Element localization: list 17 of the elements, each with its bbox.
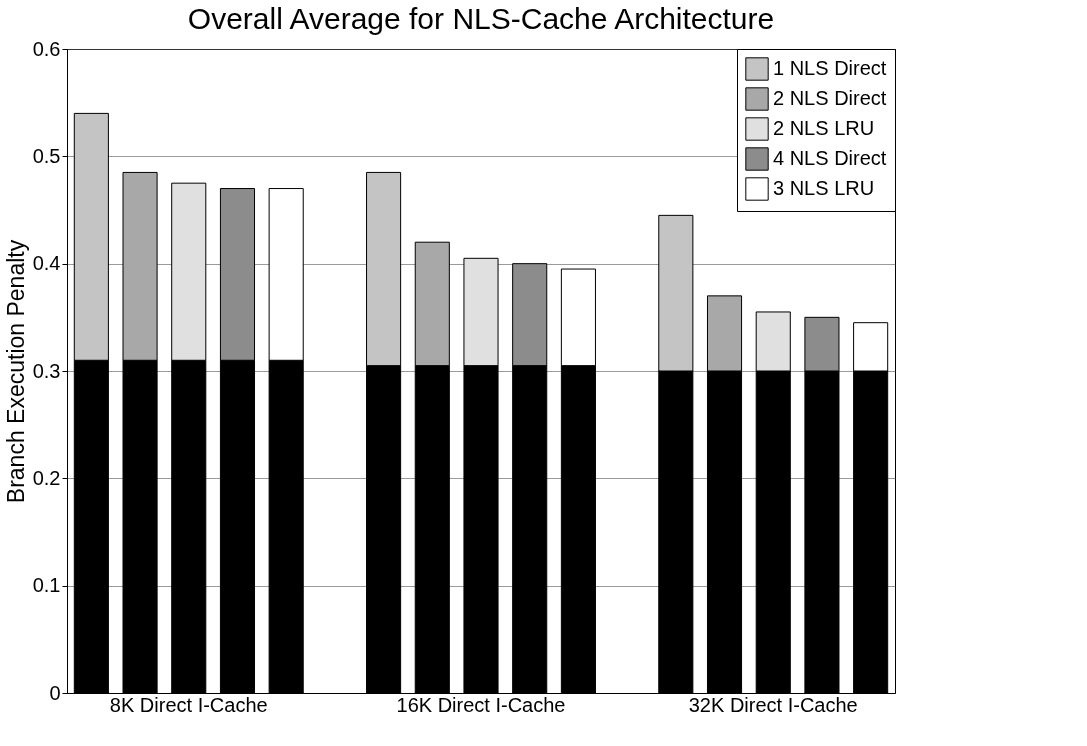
legend-label: 2 NLS LRU xyxy=(773,117,875,139)
y-tick-label: 0 xyxy=(49,681,61,704)
x-tick-label: 16K Direct I-Cache xyxy=(396,693,566,716)
x-tick-label: 32K Direct I-Cache xyxy=(688,693,858,716)
chart-title: Overall Average for NLS-Cache Architecture xyxy=(187,2,775,35)
y-tick-label: 0.4 xyxy=(32,252,61,275)
y-tick-label: 0.1 xyxy=(32,574,61,597)
y-tick-label: 0.5 xyxy=(32,144,61,167)
y-axis-title: Branch Execution Penalty xyxy=(2,239,29,504)
x-tick-label: 8K Direct I-Cache xyxy=(109,693,268,716)
y-tick-label: 0.6 xyxy=(32,37,61,60)
legend-label: 1 NLS Direct xyxy=(773,57,887,79)
legend-label: 3 NLS LRU xyxy=(773,177,875,199)
legend-label: 4 NLS Direct xyxy=(773,147,887,169)
legend-label: 2 NLS Direct xyxy=(773,87,887,109)
y-tick-label: 0.3 xyxy=(32,359,61,382)
y-tick-label: 0.2 xyxy=(32,466,61,489)
